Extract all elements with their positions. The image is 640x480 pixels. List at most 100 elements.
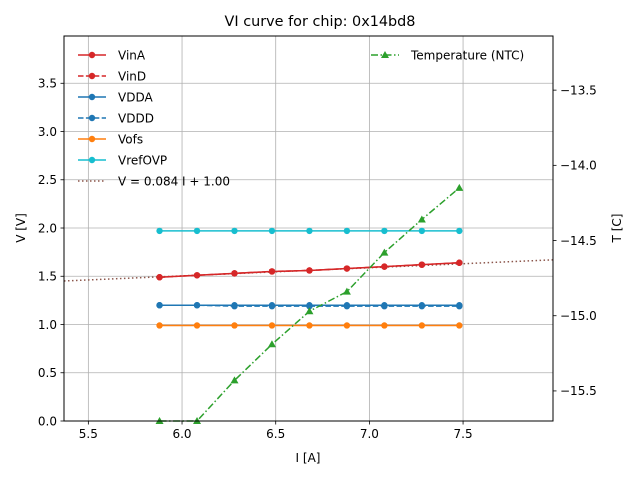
data-point-temperature-ntc <box>267 340 276 348</box>
data-point-vrefovp <box>268 227 276 235</box>
data-point-vddd <box>231 302 238 310</box>
data-point-vofs <box>193 322 201 329</box>
legend-label: Temperature (NTC) <box>410 48 524 62</box>
data-point-vind <box>381 263 388 270</box>
data-point-temperature-ntc <box>230 376 239 384</box>
legend-item: V = 0.084 I + 1.00 <box>78 174 230 188</box>
x-tick-label: 7.5 <box>454 427 473 441</box>
chart-title: VI curve for chip: 0x14bd8 <box>225 14 416 30</box>
data-point-vind <box>306 267 313 274</box>
legend-left: VinA VinD VDDA VDDD Vofs VrefOVP V = 0.084 I +… <box>78 48 230 188</box>
y2-axis-ticks: −15.5 −15.0 −14.5 −14.0 −13.5 <box>553 83 597 398</box>
data-point-vddd <box>343 302 351 310</box>
x-tick-label: 6.5 <box>266 427 285 441</box>
data-point-vrefovp <box>306 227 313 235</box>
data-point-vind <box>231 270 238 277</box>
data-point-vofs <box>306 322 313 329</box>
y-tick-label: 0.0 <box>38 414 57 428</box>
y-tick-label: 2.5 <box>38 173 57 187</box>
data-point-vofs <box>456 322 463 329</box>
data-point-vofs <box>418 322 426 329</box>
series-line-vind <box>159 262 460 278</box>
y-tick-label: 1.5 <box>38 270 57 284</box>
data-point-vofs <box>381 322 388 329</box>
legend-label: VinA <box>118 48 146 62</box>
data-point-vofs <box>231 322 238 329</box>
data-point-vddd <box>456 302 463 310</box>
legend-right: Temperature (NTC) <box>371 48 524 62</box>
y-tick-label: 1.0 <box>38 318 57 332</box>
series-vofs <box>156 322 463 329</box>
data-point-vrefovp <box>156 227 163 235</box>
plot-frame <box>63 35 554 422</box>
data-point-vddd <box>156 302 163 309</box>
data-point-vind <box>343 265 351 272</box>
data-point-vind <box>418 261 426 268</box>
series-vddd <box>156 302 463 310</box>
legend-swatch-marker <box>88 72 96 80</box>
data-point-vrefovp <box>343 227 351 235</box>
legend-label: V = 0.084 I + 1.00 <box>118 174 230 188</box>
x-axis-ticks: 5.5 6.0 6.5 7.0 7.5 <box>79 421 473 441</box>
x-tick-label: 6.0 <box>172 427 191 441</box>
legend-swatch-marker <box>88 93 96 101</box>
legend-item: VDDD <box>78 111 154 125</box>
legend-item: VinA <box>78 48 146 62</box>
data-point-temperature-ntc <box>342 287 351 295</box>
x-axis-label: I [A] <box>296 451 321 465</box>
y2-axis-label: T [C] <box>610 214 624 244</box>
y-axis-ticks: 0.0 0.5 1.0 1.5 2.0 2.5 3.0 3.5 <box>38 77 64 428</box>
data-point-vofs <box>156 322 163 329</box>
legend-label: VDDA <box>118 90 153 104</box>
data-point-vrefovp <box>456 227 463 235</box>
legend-swatch-marker <box>88 51 96 59</box>
data-point-temperature-ntc <box>455 183 464 191</box>
legend-item: VDDA <box>78 90 153 104</box>
legend-item: VrefOVP <box>78 153 167 167</box>
data-point-vind <box>456 259 463 266</box>
data-point-vind <box>156 274 163 281</box>
data-point-vrefovp <box>418 227 426 235</box>
legend-label: Vofs <box>118 132 143 146</box>
x-tick-label: 7.0 <box>360 427 379 441</box>
legend-swatch-marker <box>88 135 96 143</box>
data-point-vddd <box>193 302 201 309</box>
y2-tick-label: −15.0 <box>560 309 597 323</box>
y-tick-label: 2.0 <box>38 221 57 235</box>
data-point-vofs <box>343 322 351 329</box>
data-point-vrefovp <box>381 227 388 235</box>
series-group <box>155 183 464 424</box>
y-tick-label: 3.5 <box>38 77 57 91</box>
legend-label: VDDD <box>118 111 154 125</box>
y-tick-label: 0.5 <box>38 366 57 380</box>
legend-swatch-marker <box>88 156 96 164</box>
data-point-vofs <box>268 322 276 329</box>
y2-tick-label: −14.0 <box>560 159 597 173</box>
series-vrefovp <box>156 227 463 235</box>
y-tick-label: 3.0 <box>38 125 57 139</box>
legend-swatch-marker <box>88 114 96 122</box>
legend-item: Temperature (NTC) <box>371 48 524 62</box>
data-point-temperature-ntc <box>417 215 426 223</box>
legend-label: VrefOVP <box>118 153 167 167</box>
legend-label: VinD <box>118 69 146 83</box>
data-point-vddd <box>306 302 313 310</box>
data-point-vrefovp <box>193 227 201 235</box>
data-point-temperature-ntc <box>380 248 389 256</box>
y-axis-label: V [V] <box>14 213 28 243</box>
data-point-vind <box>268 268 276 275</box>
y2-tick-label: −14.5 <box>560 234 597 248</box>
legend-item: Vofs <box>78 132 143 146</box>
series-line-vddd <box>159 304 460 307</box>
y2-tick-label: −13.5 <box>560 83 597 97</box>
legend-item: VinD <box>78 69 146 83</box>
y2-tick-label: −15.5 <box>560 384 597 398</box>
x-tick-label: 5.5 <box>79 427 98 441</box>
legend-swatch-marker <box>381 51 389 58</box>
data-point-vrefovp <box>231 227 238 235</box>
data-point-vddd <box>381 302 388 310</box>
series-vind <box>156 259 463 281</box>
data-point-temperature-ntc <box>305 307 314 315</box>
data-point-vind <box>193 272 201 279</box>
